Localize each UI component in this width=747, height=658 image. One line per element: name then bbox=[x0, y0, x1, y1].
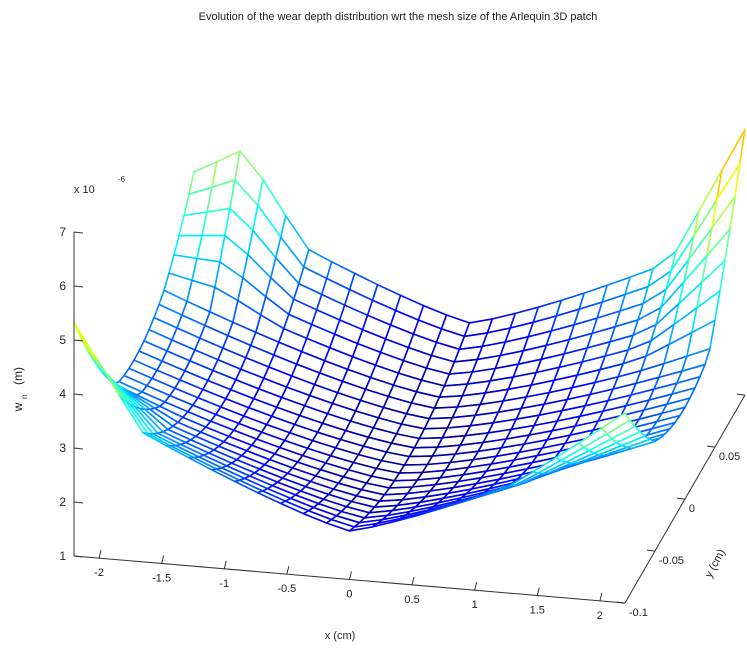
z-axis-label: w n (m) bbox=[11, 367, 29, 412]
z-axis-label-main: w bbox=[11, 402, 25, 412]
y-tick-label: -0.05 bbox=[659, 555, 684, 567]
surface-mesh bbox=[73, 128, 746, 532]
z-axis: 1 2 3 4 5 6 7 x 10 -6 w n (m) bbox=[11, 175, 126, 563]
x-axis: -2 -1.5 -1 -0.5 0 0.5 1 1.5 2 x (cm) bbox=[73, 550, 626, 642]
x-tick-label: -1.5 bbox=[152, 572, 171, 584]
z-tick-mark bbox=[73, 339, 84, 342]
x-tick-mark bbox=[161, 555, 165, 564]
z-tick-group: 1 2 3 4 5 6 7 bbox=[59, 225, 84, 563]
x-tick-label: 2 bbox=[597, 610, 603, 622]
x-tick-mark bbox=[599, 592, 603, 602]
x-tick-mark bbox=[536, 587, 540, 596]
chart-title: Evolution of the wear depth distribution… bbox=[199, 11, 598, 23]
x-axis-label: x (cm) bbox=[325, 630, 356, 642]
x-tick-mark bbox=[411, 576, 415, 586]
x-tick-mark bbox=[98, 550, 102, 559]
z-tick-mark bbox=[73, 285, 84, 288]
z-axis-label-sub: n bbox=[20, 395, 29, 399]
y-axis-line bbox=[624, 394, 746, 604]
x-tick-label: 1.5 bbox=[530, 605, 545, 617]
y-axis-label: y (cm) bbox=[703, 547, 728, 580]
x-tick-label: -0.5 bbox=[277, 583, 296, 595]
x-tick-label: 0 bbox=[346, 589, 352, 601]
z-tick-label: 2 bbox=[59, 495, 66, 509]
z-tick-mark bbox=[73, 501, 84, 504]
z-tick-label: 7 bbox=[59, 225, 66, 239]
x-tick-mark bbox=[474, 582, 478, 591]
x-tick-label: 1 bbox=[472, 599, 478, 611]
y-tick-label: -0.1 bbox=[629, 607, 648, 619]
x-tick-label: -1 bbox=[219, 578, 229, 590]
z-scale-exponent: -6 bbox=[118, 175, 126, 184]
z-tick-label: 3 bbox=[59, 441, 66, 455]
z-axis-label-unit: (m) bbox=[11, 367, 25, 385]
x-tick-label: -2 bbox=[94, 567, 104, 579]
x-tick-mark bbox=[223, 560, 227, 569]
x-tick-group: -2 -1.5 -1 -0.5 0 0.5 1 1.5 2 bbox=[94, 550, 603, 622]
y-tick-mark bbox=[646, 549, 655, 552]
x-tick-mark bbox=[286, 566, 290, 575]
x-tick-mark bbox=[348, 571, 352, 580]
y-tick-mark bbox=[706, 445, 715, 448]
y-tick-mark bbox=[736, 393, 745, 396]
z-tick-mark bbox=[73, 447, 84, 450]
mesh-cell bbox=[601, 412, 631, 435]
y-tick-label: 0 bbox=[689, 503, 695, 515]
z-tick-mark bbox=[73, 231, 84, 234]
z-tick-mark bbox=[73, 393, 84, 396]
z-tick-label: 4 bbox=[59, 387, 66, 401]
x-tick-label: 0.5 bbox=[404, 594, 419, 606]
z-tick-label: 1 bbox=[59, 549, 66, 563]
z-scale-base: x 10 bbox=[74, 184, 95, 196]
y-tick-mark bbox=[676, 497, 685, 500]
z-tick-label: 6 bbox=[59, 279, 66, 293]
y-tick-mark bbox=[616, 601, 625, 604]
z-tick-label: 5 bbox=[59, 333, 66, 347]
y-tick-label: 0.05 bbox=[719, 451, 740, 463]
